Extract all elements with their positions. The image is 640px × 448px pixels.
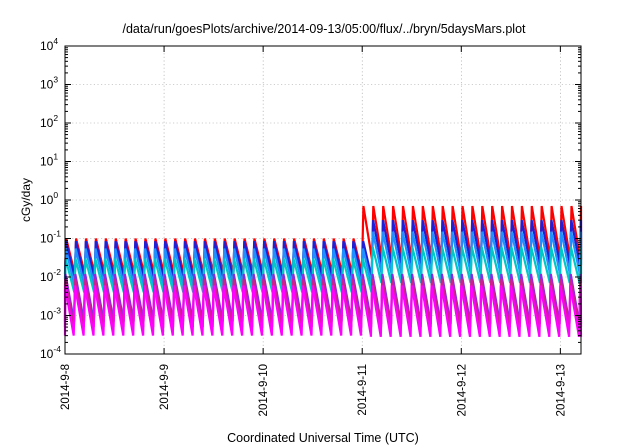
y-tick-label: 103 (40, 75, 58, 92)
y-axis-ticks: 104 103 102 101 100 10-1 10-2 10-3 10-4 (40, 36, 581, 361)
y-tick-label: 102 (40, 113, 58, 130)
y-tick-label: 100 (40, 190, 58, 207)
series-line-7 (63, 285, 583, 337)
x-tick-label: 2014-9-11 (357, 364, 369, 416)
y-tick-label: 10-1 (40, 229, 61, 246)
y-tick-label: 101 (40, 152, 58, 169)
x-tick-label: 2014-9-8 (60, 364, 72, 410)
chart-title: /data/run/goesPlots/archive/2014-09-13/0… (122, 22, 526, 36)
data-series (63, 205, 583, 337)
x-axis-label: Coordinated Universal Time (UTC) (227, 431, 419, 445)
y-tick-label: 10-4 (40, 344, 61, 361)
y-tick-label: 10-2 (40, 267, 61, 284)
x-tick-label: 2014-9-9 (159, 364, 171, 410)
x-tick-label: 2014-9-13 (555, 364, 567, 416)
y-tick-label: 10-3 (40, 306, 61, 323)
x-tick-label: 2014-9-12 (456, 364, 468, 416)
y-tick-label: 104 (40, 36, 58, 53)
x-tick-label: 2014-9-10 (258, 364, 270, 416)
x-axis-ticks: 2014-9-8 2014-9-9 2014-9-10 2014-9-11 2014-9… (60, 46, 567, 416)
y-axis-label: cGy/day (19, 178, 33, 222)
